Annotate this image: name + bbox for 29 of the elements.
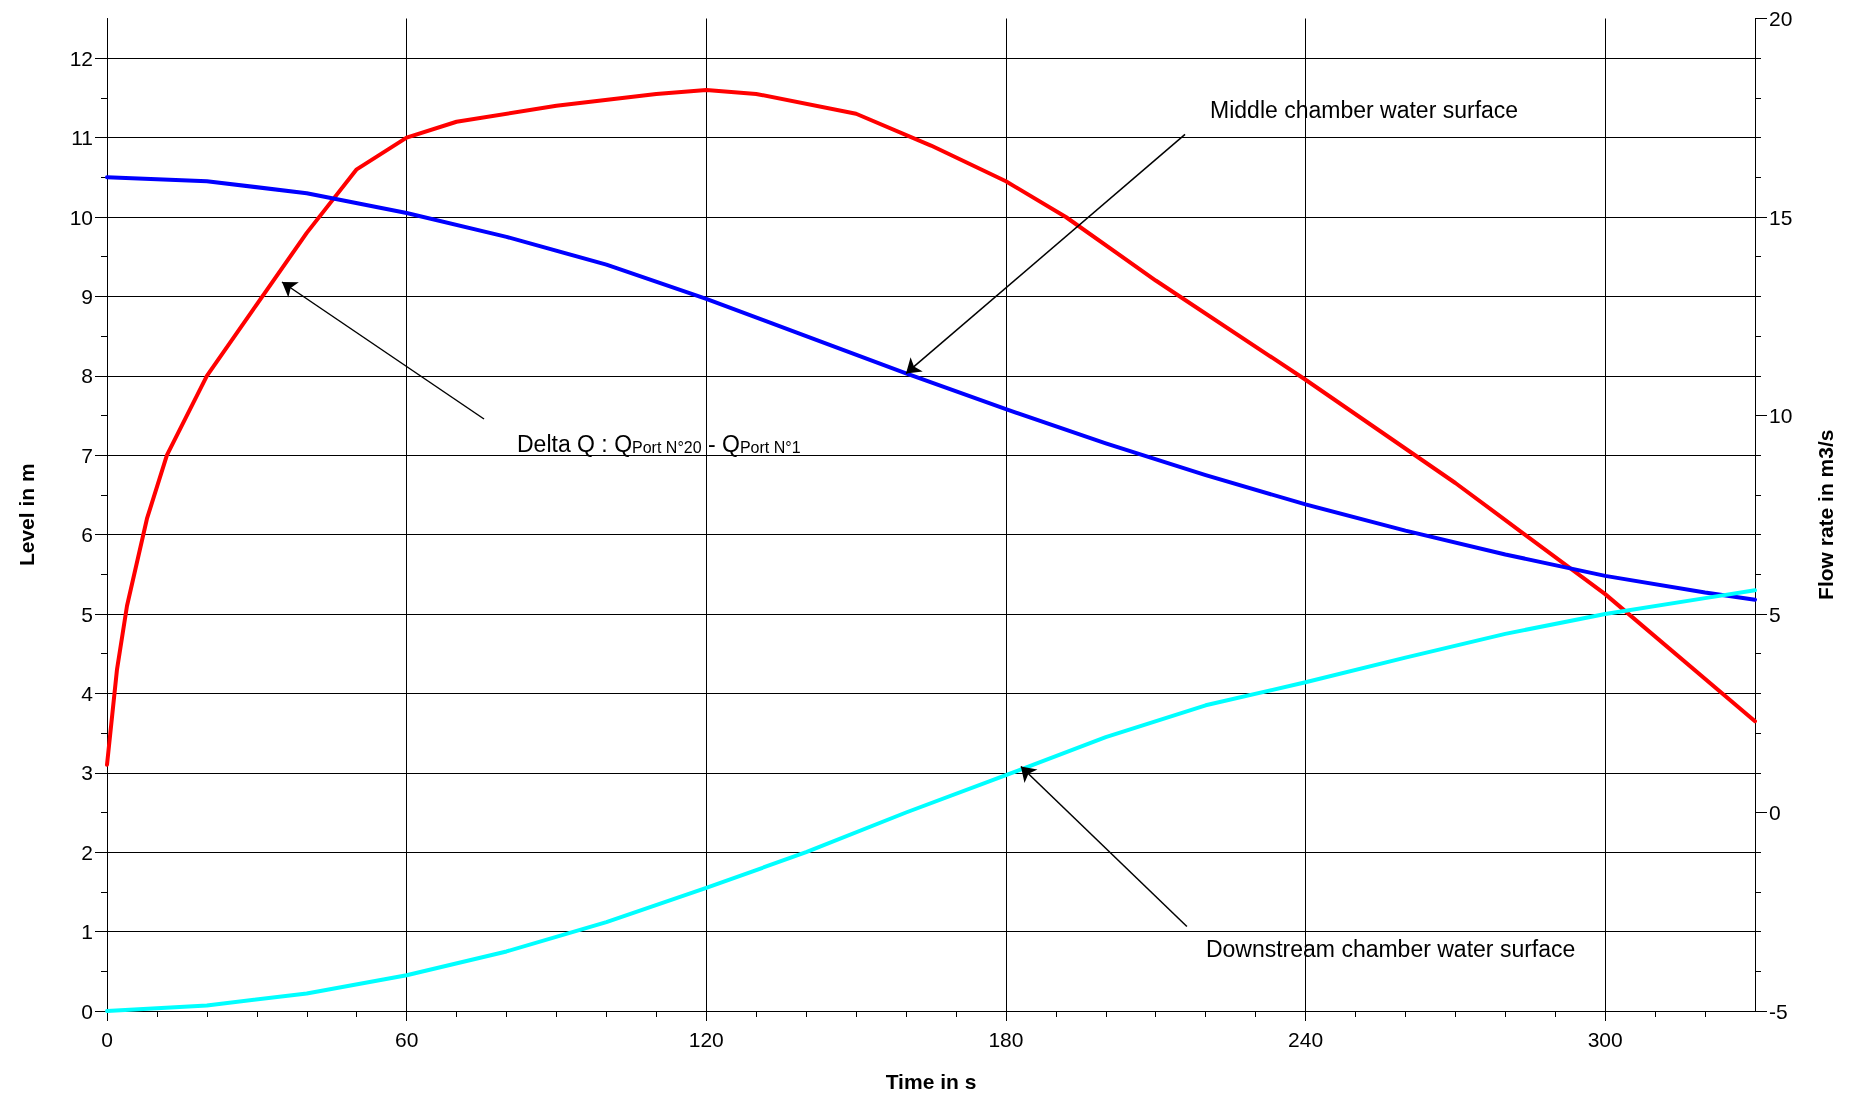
- y-tick-label: 8: [81, 364, 93, 388]
- y-tick-label: 6: [81, 523, 93, 547]
- y-tick-label: 2: [81, 840, 93, 864]
- y2-tick-label: 10: [1769, 404, 1793, 427]
- y-axis-title: Level in m: [15, 463, 38, 567]
- y-tick-label: 4: [81, 681, 94, 705]
- y2-axis-title: Flow rate in m3/s: [1814, 429, 1837, 600]
- y2-tick-label: -5: [1769, 999, 1788, 1023]
- x-tick-label: 60: [394, 1028, 419, 1051]
- y-tick-label: 9: [81, 284, 93, 308]
- y2-tick-label: 5: [1769, 602, 1781, 626]
- y-tick-label: 3: [81, 761, 93, 785]
- x-axis-title: Time in s: [885, 1070, 977, 1093]
- y-tick-label: 5: [81, 602, 93, 626]
- y2-tick-label: 15: [1769, 205, 1793, 229]
- y-tick-label: 1: [81, 920, 93, 944]
- y-tick-label: 10: [69, 205, 93, 229]
- x-tick-label: 240: [1288, 1028, 1324, 1051]
- y-tick-label: 11: [71, 126, 93, 150]
- y2-tick-label: 20: [1769, 7, 1793, 30]
- x-tick-label: 300: [1587, 1028, 1623, 1051]
- x-tick-label: 180: [988, 1028, 1024, 1051]
- annotation: Delta Q : QPort N°20 - QPort N°1: [517, 430, 801, 457]
- y-tick-label: 12: [69, 46, 93, 70]
- y-tick-label: 0: [81, 999, 93, 1023]
- y-tick-label: 7: [81, 443, 93, 467]
- x-tick-label: 120: [688, 1028, 724, 1051]
- x-tick-label: 0: [101, 1028, 113, 1051]
- y2-tick-label: 0: [1769, 801, 1781, 824]
